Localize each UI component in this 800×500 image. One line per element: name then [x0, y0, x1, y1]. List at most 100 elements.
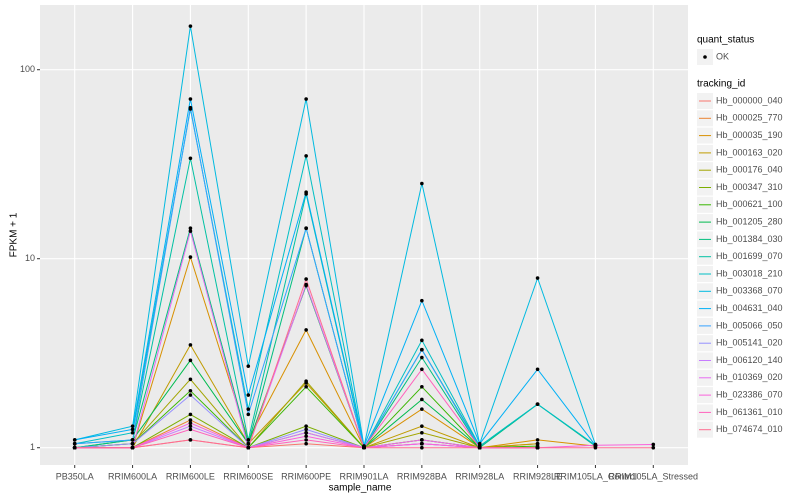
data-point — [304, 277, 308, 281]
data-point — [188, 343, 193, 347]
data-point — [188, 229, 193, 233]
data-point — [420, 347, 424, 352]
data-point — [535, 276, 540, 280]
legend-label: Hb_006120_140 — [716, 355, 783, 365]
data-point — [535, 402, 540, 406]
data-point — [304, 385, 308, 389]
data-point — [72, 445, 77, 450]
data-point — [130, 427, 135, 432]
legend-title: tracking_id — [697, 79, 745, 90]
data-point — [420, 430, 424, 435]
x-tick-label: RRIM600LE — [166, 471, 215, 481]
data-point — [304, 434, 308, 439]
legend-label: Hb_000176_040 — [716, 165, 783, 175]
legend-label: Hb_000621_100 — [716, 199, 783, 209]
legend-label: Hb_004631_040 — [716, 303, 783, 313]
legend-label: Hb_000000_040 — [716, 95, 783, 105]
data-point — [188, 412, 193, 417]
legend-label: Hb_005141_020 — [716, 338, 783, 348]
legend-label: Hb_001699_070 — [716, 251, 783, 261]
legend-label: Hb_061361_010 — [716, 407, 783, 417]
data-point — [246, 438, 251, 442]
legend-label: Hb_001384_030 — [716, 234, 783, 244]
data-point — [535, 367, 540, 372]
data-point — [420, 298, 424, 303]
series-line — [74, 98, 596, 448]
data-point — [246, 412, 251, 417]
legend-label: Hb_023386_070 — [716, 389, 783, 399]
data-point — [188, 97, 193, 101]
data-point — [420, 441, 424, 446]
x-tick-label: RRIM928LA — [455, 471, 504, 481]
data-point — [304, 190, 308, 194]
data-point — [420, 397, 424, 402]
legend-label: Hb_003368_070 — [716, 286, 783, 296]
data-point — [304, 430, 308, 435]
data-point — [246, 364, 251, 368]
x-tick-label: RRIM105LA_Control — [554, 471, 637, 481]
legend-label: Hb_010369_020 — [716, 372, 783, 382]
series-line — [74, 255, 596, 449]
legend-label: OK — [716, 51, 729, 61]
data-point — [304, 328, 308, 332]
data-point — [304, 438, 308, 442]
data-point — [188, 358, 193, 363]
x-tick-label: RRIM901LA — [339, 471, 388, 481]
data-point — [188, 255, 193, 259]
data-point — [420, 424, 424, 428]
y-tick-label: 10 — [25, 253, 35, 263]
data-point — [304, 226, 308, 231]
data-point — [246, 407, 251, 411]
data-point — [420, 385, 424, 389]
legend-label: Hb_001205_280 — [716, 216, 783, 226]
legend-label: Hb_000163_020 — [716, 147, 783, 157]
x-tick-label: RRIM928LE — [513, 471, 562, 481]
data-point — [188, 393, 193, 397]
x-tick-label: RRIM600PE — [281, 471, 331, 481]
data-point — [130, 441, 135, 446]
data-point — [420, 407, 424, 411]
data-point — [535, 438, 540, 442]
data-point — [304, 379, 308, 383]
data-point — [420, 355, 424, 360]
legend-label: Hb_003018_210 — [716, 268, 783, 278]
data-point — [246, 445, 251, 450]
data-point — [304, 154, 308, 158]
data-point — [188, 24, 193, 28]
data-point — [188, 424, 193, 428]
data-point — [304, 282, 308, 287]
legend-title: quant_status — [697, 35, 754, 46]
data-point — [304, 424, 308, 428]
x-tick-label: RRIM105LA_Stressed — [609, 471, 699, 481]
y-axis-title: FPKM + 1 — [9, 212, 20, 257]
data-point — [420, 181, 424, 186]
legend-label: Hb_074674_010 — [716, 424, 783, 434]
data-point — [420, 438, 424, 442]
legend-label: Hb_000347_310 — [716, 182, 783, 192]
series-line — [74, 26, 596, 447]
x-axis-title: sample_name — [329, 483, 392, 494]
data-point — [188, 377, 193, 382]
data-point — [535, 445, 540, 450]
data-point — [188, 226, 193, 231]
data-point — [420, 367, 424, 372]
x-tick-label: RRIM928BA — [397, 471, 447, 481]
data-point — [246, 441, 251, 446]
data-point — [130, 445, 135, 450]
data-point — [246, 393, 251, 397]
data-point — [651, 442, 656, 447]
data-point — [130, 424, 135, 428]
data-point — [477, 445, 482, 450]
data-point — [72, 441, 77, 446]
x-tick-label: RRIM600SE — [223, 471, 273, 481]
y-tick-label: 1 — [30, 442, 35, 452]
data-point — [304, 97, 308, 101]
legend-label: Hb_000035_190 — [716, 130, 783, 140]
data-point — [188, 389, 193, 393]
legend-label: Hb_000025_770 — [716, 113, 783, 123]
data-point — [130, 438, 135, 442]
legend-label: Hb_005066_050 — [716, 320, 783, 330]
legend-point — [703, 55, 707, 59]
